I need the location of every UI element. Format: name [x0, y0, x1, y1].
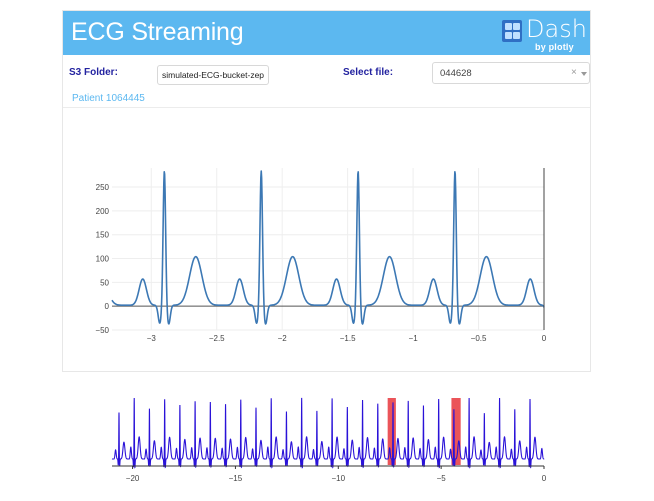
dash-logo-text: Dash [526, 15, 587, 43]
y-tick-label: 0 [105, 302, 110, 311]
overview-highlights [387, 398, 461, 465]
x-tick-label: −5 [437, 474, 447, 483]
ecg-overview-line [111, 397, 545, 469]
x-tick-label: −2 [278, 334, 288, 343]
x-tick-label: −0.5 [471, 334, 487, 343]
dash-logo-subtitle: by plotly [535, 42, 574, 52]
app-window: ECG Streaming Dash by plotly S3 Folder: … [62, 10, 591, 372]
main-chart-ticks: −3 −2.5 −2 −1.5 −1 −0.5 0 −50 0 50 100 150 200 250 [95, 183, 546, 343]
overview-chart-ticks: −20 −15 −10 −5 0 [126, 466, 547, 483]
y-tick-label: 50 [100, 278, 109, 287]
x-tick-label: 0 [542, 474, 547, 483]
highlight-band [387, 398, 396, 465]
divider [63, 107, 590, 108]
app-header: ECG Streaming Dash by plotly [63, 11, 590, 55]
controls-bar: S3 Folder: Select file: 044628 × [63, 59, 590, 91]
patient-label: Patient 1064445 [72, 93, 145, 104]
x-tick-label: −1.5 [340, 334, 356, 343]
x-tick-label: −10 [331, 474, 345, 483]
highlight-band [451, 398, 461, 465]
y-tick-label: 150 [96, 231, 110, 240]
page-title: ECG Streaming [71, 18, 244, 46]
x-tick-label: −2.5 [209, 334, 225, 343]
select-file-label: Select file: [343, 67, 394, 78]
dash-logo-icon [502, 20, 522, 42]
chevron-down-icon[interactable] [581, 72, 587, 76]
file-select-value: 044628 [440, 68, 472, 79]
y-tick-label: 100 [96, 255, 110, 264]
x-tick-label: −20 [126, 474, 140, 483]
ecg-main-line [111, 170, 545, 325]
y-tick-label: −50 [95, 326, 109, 335]
s3-folder-label: S3 Folder: [69, 67, 118, 78]
y-tick-label: 200 [96, 207, 110, 216]
x-tick-label: 0 [542, 334, 547, 343]
x-tick-label: −1 [409, 334, 419, 343]
x-tick-label: −3 [147, 334, 157, 343]
y-tick-label: 250 [96, 183, 110, 192]
file-select[interactable]: 044628 × [432, 62, 590, 84]
clear-icon[interactable]: × [571, 67, 577, 78]
s3-folder-input[interactable] [157, 65, 269, 85]
x-tick-label: −15 [229, 474, 243, 483]
